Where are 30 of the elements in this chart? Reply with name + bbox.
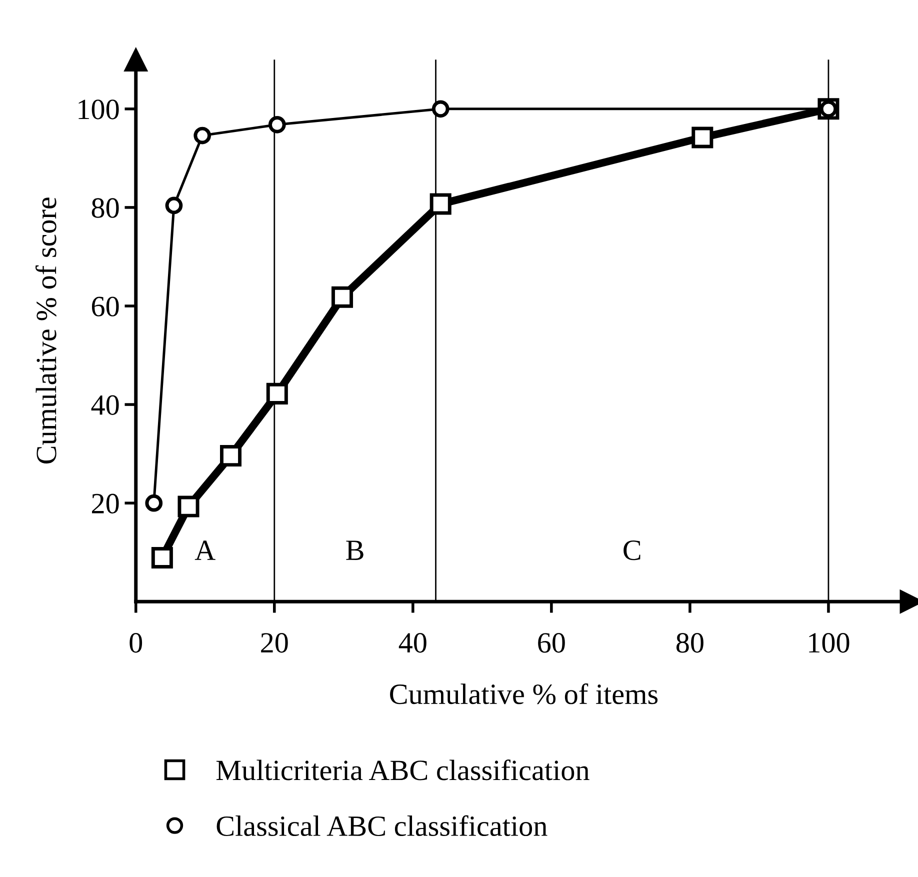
legend-label: Multicriteria ABC classification <box>216 759 590 780</box>
x-tick-label: 20 <box>261 633 288 653</box>
point <box>432 100 450 118</box>
point <box>266 382 288 404</box>
y-tick-label: 80 <box>92 198 119 218</box>
x-tick-label: 100 <box>809 633 850 653</box>
y-axis-title: Cumulative % of score <box>36 198 56 464</box>
y-tick-label: 60 <box>92 296 119 316</box>
point <box>331 286 354 308</box>
point <box>220 445 242 467</box>
legend-label: Classical ABC classification <box>216 815 548 836</box>
x-tick-label: 80 <box>676 633 704 653</box>
point <box>430 193 452 215</box>
point <box>151 547 173 569</box>
annotation: C <box>624 540 640 560</box>
point <box>194 126 212 144</box>
point <box>165 196 183 214</box>
x-axis-title: Cumulative % of items <box>390 683 658 704</box>
annotation: B <box>346 540 364 560</box>
point <box>145 494 163 512</box>
x-tick-label: 60 <box>538 633 565 653</box>
y-tick-label: 40 <box>91 395 119 415</box>
x-tick-label: 0 <box>130 633 142 653</box>
point <box>268 116 286 134</box>
point <box>692 126 714 148</box>
y-tick-label: 20 <box>92 494 119 514</box>
point <box>178 496 200 518</box>
y-tick-label: 100 <box>78 100 119 120</box>
x-tick-label: 40 <box>398 633 426 653</box>
annotation: A <box>194 540 216 560</box>
